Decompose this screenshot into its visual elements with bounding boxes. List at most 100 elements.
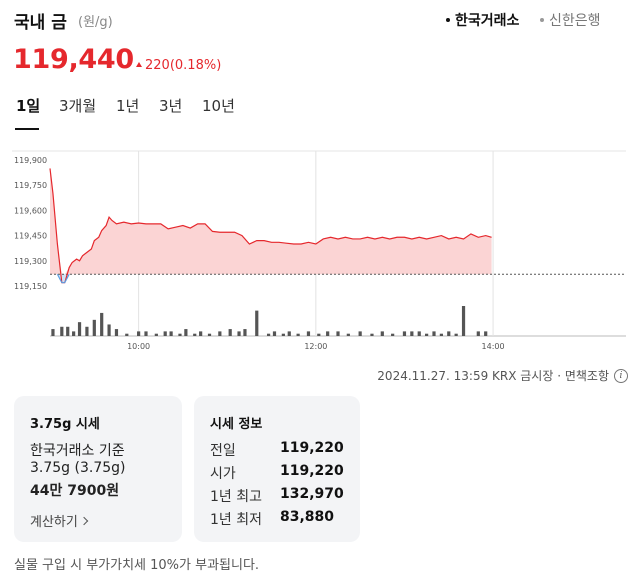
volume-bar xyxy=(154,333,158,336)
info-label: 1년 최고 xyxy=(210,489,262,505)
below-baseline-segment xyxy=(56,273,63,283)
info-value: 119,220 xyxy=(280,440,344,456)
calculate-label: 계산하기 xyxy=(30,515,78,530)
volume-bar xyxy=(296,333,300,336)
x-tick-label: 10:00 xyxy=(127,342,150,351)
below-baseline-segment xyxy=(64,273,70,283)
volume-bar xyxy=(272,331,277,336)
price-change: 220 (0.18%) xyxy=(136,58,221,73)
card-title: 시세 정보 xyxy=(210,417,263,432)
dot-icon xyxy=(540,18,544,22)
volume-bar xyxy=(163,331,167,336)
timestamp: 2024.11.27. 13:59 KRX 금시장 · 면책조항 xyxy=(377,369,609,383)
price-line xyxy=(49,168,492,284)
volume-bar xyxy=(336,331,340,336)
volume-bar xyxy=(391,333,395,336)
price-chart[interactable]: 119,900 119,750 119,600 119,450 119,300 119,1… xyxy=(0,150,640,360)
exchange-tab-krx[interactable]: 한국거래소 xyxy=(446,10,519,30)
volume-bar xyxy=(77,322,82,336)
data-source-note: 2024.11.27. 13:59 KRX 금시장 · 면책조항 i xyxy=(377,367,628,384)
volume-bar xyxy=(461,306,466,336)
info-value: 83,880 xyxy=(280,509,335,525)
volume-bar xyxy=(306,331,311,336)
vat-disclaimer: 실물 구입 시 부가가치세 10%가 부과됩니다. xyxy=(14,558,260,573)
volume-bar xyxy=(326,331,330,336)
volume-bar xyxy=(137,331,141,336)
volume-bar xyxy=(476,331,480,336)
info-label: 전일 xyxy=(210,443,236,459)
up-triangle-icon xyxy=(136,62,142,67)
tab-3m[interactable]: 3개월 xyxy=(59,97,97,115)
y-axis-ticks: 119,900 119,750 119,600 119,450 119,300 119,1… xyxy=(14,156,47,291)
weight-label: 3.75g (3.75g) xyxy=(30,460,126,476)
volume-bar xyxy=(417,331,421,336)
x-axis-ticks: 10:00 12:00 14:00 xyxy=(127,342,505,351)
volume-bars xyxy=(51,306,488,336)
exchange-tab-shinhan[interactable]: 신한은행 xyxy=(540,10,601,30)
calculate-link[interactable]: 계산하기 xyxy=(30,511,89,530)
volume-bar xyxy=(72,331,76,336)
volume-bar xyxy=(184,329,188,336)
volume-bar xyxy=(380,331,384,336)
card-title: 3.75g 시세 xyxy=(30,417,100,432)
volume-bar xyxy=(92,319,96,336)
current-price: 119,440 xyxy=(13,44,134,75)
volume-bar xyxy=(266,333,271,336)
y-tick-label: 119,750 xyxy=(14,181,47,190)
below-baseline-fill xyxy=(50,274,492,283)
price-area-fill xyxy=(50,168,492,275)
tab-10y[interactable]: 10년 xyxy=(202,97,235,115)
tab-1y[interactable]: 1년 xyxy=(116,97,140,115)
volume-bar xyxy=(51,329,55,336)
volume-bar xyxy=(484,331,488,336)
basis-label: 한국거래소 기준 xyxy=(30,443,125,459)
volume-bar xyxy=(454,333,458,336)
change-amount: 220 xyxy=(145,58,170,73)
volume-bar xyxy=(243,329,247,336)
exchange-label: 한국거래소 xyxy=(455,13,520,29)
volume-bar xyxy=(255,310,259,336)
volume-bar xyxy=(317,333,321,336)
volume-bar xyxy=(425,333,429,336)
y-tick-label: 119,450 xyxy=(14,232,47,241)
info-value: 119,220 xyxy=(280,463,344,479)
info-icon[interactable]: i xyxy=(614,368,628,383)
volume-bar xyxy=(439,333,443,336)
volume-bar xyxy=(346,333,350,336)
active-tab-indicator xyxy=(15,128,39,130)
info-value: 132,970 xyxy=(280,486,344,502)
volume-bar xyxy=(169,331,173,336)
volume-bar xyxy=(228,329,232,336)
chevron-right-icon xyxy=(79,516,89,526)
tab-3y[interactable]: 3년 xyxy=(159,97,183,115)
volume-bar xyxy=(370,333,374,336)
y-tick-label: 119,150 xyxy=(14,282,47,291)
volume-bar xyxy=(287,331,291,336)
y-tick-label: 119,300 xyxy=(14,257,47,266)
volume-bar xyxy=(207,333,212,336)
dot-icon xyxy=(446,18,450,22)
y-tick-label: 119,900 xyxy=(14,156,47,165)
tab-1d[interactable]: 1일 xyxy=(16,97,41,115)
volume-bar xyxy=(60,326,64,336)
volume-bar xyxy=(107,324,111,336)
volume-bar xyxy=(410,331,414,336)
volume-bar xyxy=(193,333,197,336)
unit-label: (원/g) xyxy=(78,15,113,30)
gram-price-value: 44만 7900원 xyxy=(30,483,120,499)
page-title: 국내 금 xyxy=(14,13,67,33)
volume-bar xyxy=(85,326,89,336)
volume-bar xyxy=(237,331,241,336)
info-label: 1년 최저 xyxy=(210,512,262,528)
volume-bar xyxy=(358,331,362,336)
y-tick-label: 119,600 xyxy=(14,206,47,215)
volume-bar xyxy=(218,331,222,336)
price-info-card: 시세 정보 전일 119,220 시가 119,220 1년 최고 132,97… xyxy=(194,396,360,542)
change-percent: (0.18%) xyxy=(169,58,222,73)
price-area xyxy=(49,168,626,284)
volume-bar xyxy=(432,331,436,336)
exchange-label: 신한은행 xyxy=(549,13,601,29)
volume-bar xyxy=(66,326,70,336)
volume-bar xyxy=(199,331,203,336)
x-tick-label: 14:00 xyxy=(482,342,505,351)
